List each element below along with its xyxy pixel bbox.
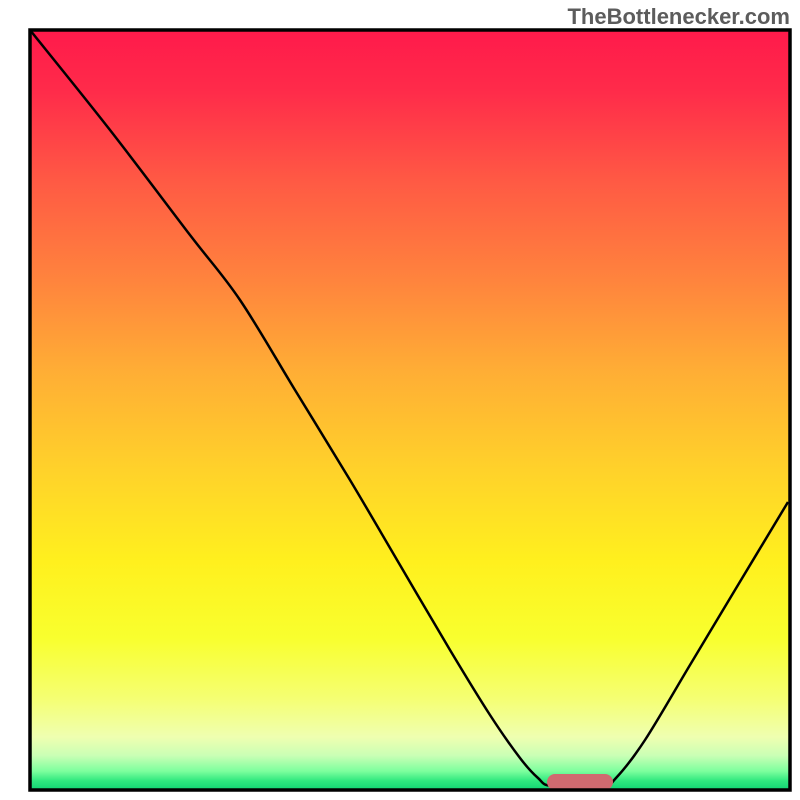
optimal-marker (547, 774, 613, 790)
gradient-background (30, 30, 790, 790)
chart-canvas (0, 0, 800, 800)
bottleneck-chart: TheBottlenecker.com (0, 0, 800, 800)
watermark-text: TheBottlenecker.com (567, 4, 790, 30)
